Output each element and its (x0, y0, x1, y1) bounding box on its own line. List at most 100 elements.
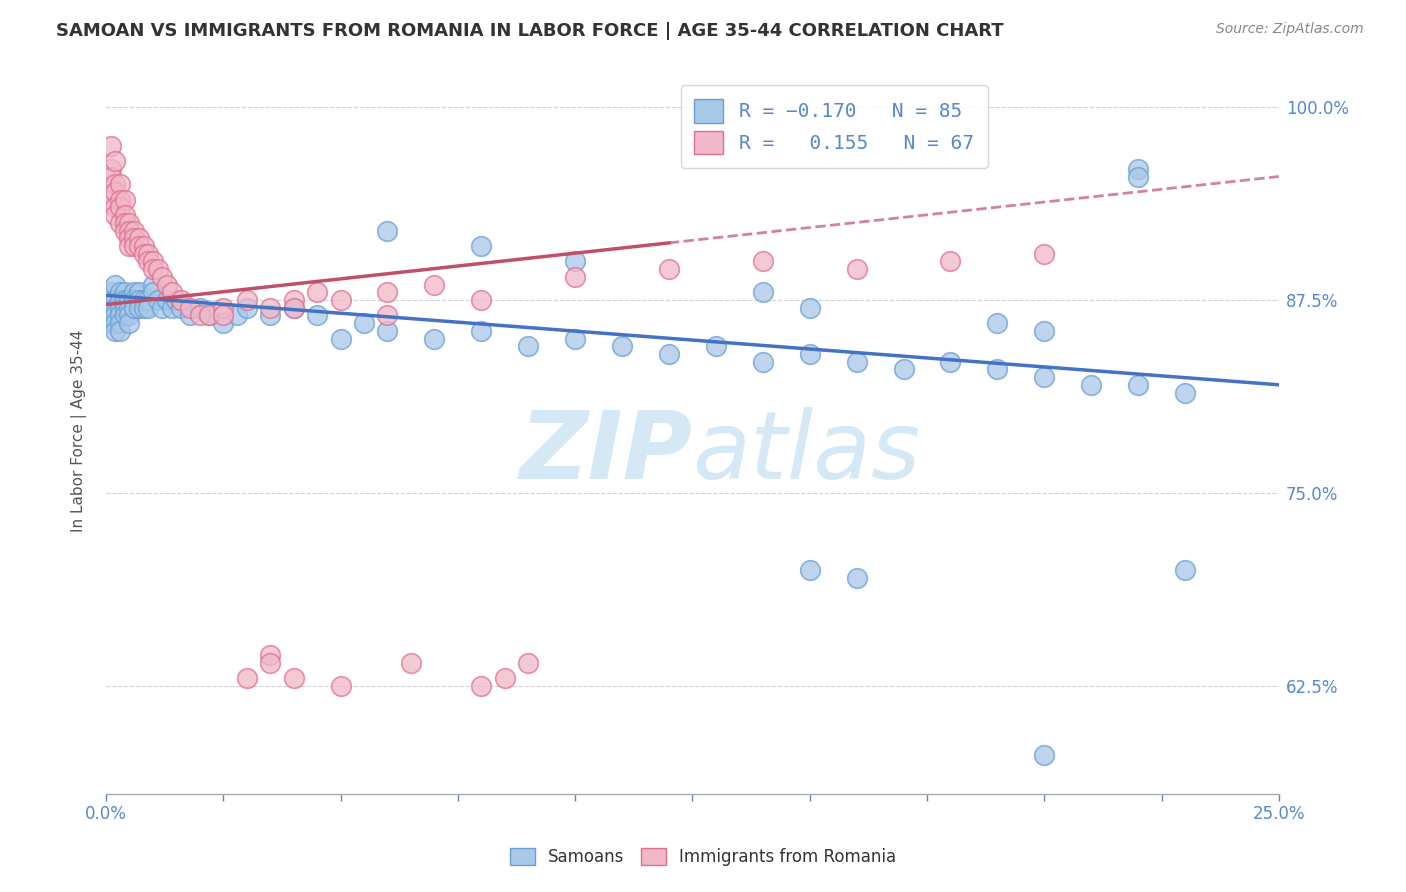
Point (226, 309, 249, 323)
Point (104, 178, 127, 192)
Point (329, 679, 352, 693)
Point (939, 354, 962, 368)
Point (1033, 324, 1056, 338)
Point (128, 293, 150, 307)
Point (610, 339, 633, 353)
Point (128, 231, 150, 245)
Point (118, 239, 141, 253)
Point (104, 316, 127, 330)
Point (198, 309, 221, 323)
Point (1126, 169, 1149, 184)
Point (1126, 377, 1149, 392)
Point (752, 254, 775, 268)
Point (329, 332, 352, 346)
Point (122, 293, 145, 307)
Point (799, 563, 821, 577)
Point (114, 301, 136, 315)
Point (150, 301, 173, 315)
Point (377, 223, 399, 237)
Point (283, 301, 305, 315)
Point (752, 285, 775, 300)
Point (160, 285, 183, 300)
Point (108, 309, 131, 323)
Point (845, 571, 868, 585)
Point (329, 293, 352, 307)
Point (118, 309, 141, 323)
Point (470, 324, 492, 338)
Point (108, 293, 131, 307)
Point (132, 293, 155, 307)
Point (259, 656, 281, 670)
Point (108, 200, 131, 214)
Text: Source: ZipAtlas.com: Source: ZipAtlas.com (1216, 22, 1364, 37)
Point (179, 309, 201, 323)
Text: SAMOAN VS IMMIGRANTS FROM ROMANIA IN LABOR FORCE | AGE 35-44 CORRELATION CHART: SAMOAN VS IMMIGRANTS FROM ROMANIA IN LAB… (56, 22, 1004, 40)
Point (377, 285, 399, 300)
Point (235, 671, 257, 685)
Point (283, 301, 305, 315)
Point (142, 262, 165, 277)
Point (399, 656, 422, 670)
Point (1174, 385, 1197, 400)
Point (156, 277, 179, 292)
Point (114, 193, 136, 207)
Point (104, 293, 127, 307)
Point (146, 262, 169, 277)
Point (160, 301, 183, 315)
Point (235, 301, 257, 315)
Point (100, 138, 122, 153)
Point (259, 648, 281, 662)
Point (114, 208, 136, 222)
Point (799, 301, 821, 315)
Point (104, 309, 127, 323)
Point (986, 316, 1008, 330)
Point (136, 246, 159, 260)
Point (100, 293, 122, 307)
Point (104, 277, 127, 292)
Point (150, 269, 173, 284)
Point (108, 301, 131, 315)
Point (142, 254, 165, 268)
Point (259, 309, 281, 323)
Point (156, 293, 179, 307)
Point (132, 239, 155, 253)
Point (104, 324, 127, 338)
Point (122, 239, 145, 253)
Point (100, 309, 122, 323)
Point (283, 293, 305, 307)
Text: ZIP: ZIP (520, 407, 692, 499)
Point (118, 223, 141, 237)
Point (893, 362, 915, 376)
Point (104, 185, 127, 199)
Point (108, 324, 131, 338)
Legend: R = −0.170   N = 85, R =   0.155   N = 67: R = −0.170 N = 85, R = 0.155 N = 67 (681, 86, 987, 168)
Point (114, 285, 136, 300)
Point (235, 293, 257, 307)
Point (564, 269, 586, 284)
Point (307, 309, 329, 323)
Point (939, 254, 962, 268)
Point (658, 347, 681, 361)
Point (1033, 370, 1056, 384)
Point (494, 671, 516, 685)
Point (1126, 161, 1149, 176)
Point (128, 285, 150, 300)
Point (1033, 246, 1056, 260)
Point (104, 200, 127, 214)
Point (658, 262, 681, 277)
Point (198, 309, 221, 323)
Point (307, 285, 329, 300)
Point (423, 277, 446, 292)
Point (470, 679, 492, 693)
Point (142, 285, 165, 300)
Point (114, 309, 136, 323)
Point (212, 301, 235, 315)
Point (118, 231, 141, 245)
Y-axis label: In Labor Force | Age 35-44: In Labor Force | Age 35-44 (72, 330, 87, 533)
Point (470, 239, 492, 253)
Point (100, 316, 122, 330)
Point (128, 301, 150, 315)
Point (752, 354, 775, 368)
Point (146, 293, 169, 307)
Point (100, 169, 122, 184)
